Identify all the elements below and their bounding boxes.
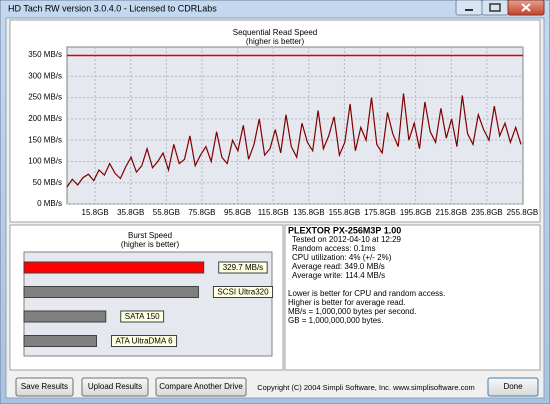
- bar-value-label: 329.7 MB/s: [223, 263, 263, 272]
- read-speed-line: [66, 93, 522, 188]
- chart-title: Sequential Read Speed: [233, 28, 318, 37]
- button-label[interactable]: Save Results: [21, 382, 68, 391]
- minimize-button[interactable]: [455, 0, 483, 16]
- info-line: Average write: 114.4 MB/s: [292, 271, 385, 280]
- info-note: Higher is better for average read.: [288, 298, 405, 307]
- button[interactable]: [487, 377, 539, 397]
- chart-subtitle: (higher is better): [121, 240, 180, 249]
- info-line: Average read: 349.0 MB/s: [292, 262, 385, 271]
- x-tick-label: 75.8GB: [188, 208, 215, 217]
- x-tick-label: 195.8GB: [400, 208, 432, 217]
- x-tick-label: 35.8GB: [117, 208, 144, 217]
- info-line: Random access: 0.1ms: [292, 244, 376, 253]
- info-note: MB/s = 1,000,000 bytes per second.: [288, 307, 416, 316]
- bar: [23, 310, 107, 323]
- close-icon: [521, 3, 531, 12]
- info-note: Lower is better for CPU and random acces…: [288, 289, 445, 298]
- y-tick-label: 200 MB/s: [28, 114, 62, 123]
- bar-label-box: [120, 310, 165, 323]
- maximize-icon: [489, 3, 501, 12]
- x-tick-label: 235.8GB: [471, 208, 503, 217]
- copyright: Copyright (C) 2004 Simpli Software, Inc.…: [257, 383, 475, 392]
- x-tick-label: 115.8GB: [258, 208, 289, 217]
- info-line: Tested on 2012-04-10 at 12:29: [292, 235, 402, 244]
- info-panel: [284, 224, 541, 371]
- y-tick-label: 350 MB/s: [28, 50, 62, 59]
- bar-label-box: [212, 286, 274, 298]
- bar-category-label: SATA 150: [125, 312, 160, 321]
- y-tick-label: 300 MB/s: [28, 71, 62, 80]
- button[interactable]: [155, 377, 247, 397]
- button-label[interactable]: Upload Results: [88, 382, 142, 391]
- info-line: CPU utilization: 4% (+/- 2%): [292, 253, 392, 262]
- bar-label-box: [218, 261, 268, 274]
- button[interactable]: [81, 377, 149, 397]
- x-tick-label: 255.8GB: [507, 208, 539, 217]
- x-tick-label: 155.8GB: [329, 208, 361, 217]
- x-tick-label: 95.8GB: [224, 208, 251, 217]
- y-tick-label: 50 MB/s: [33, 178, 62, 187]
- plot-area: [66, 46, 524, 205]
- button-label[interactable]: Compare Another Drive: [159, 382, 243, 391]
- button[interactable]: [15, 377, 74, 397]
- button-label[interactable]: Done: [503, 382, 523, 391]
- bar-label-box: [110, 335, 178, 347]
- y-tick-label: 0 MB/s: [37, 199, 62, 208]
- drive-name: PLEXTOR PX-256M3P 1.00: [288, 225, 401, 235]
- info-note: GB = 1,000,000,000 bytes.: [288, 316, 383, 325]
- chart-subtitle: (higher is better): [246, 37, 305, 46]
- bar: [23, 261, 205, 274]
- x-tick-label: 55.8GB: [153, 208, 180, 217]
- bar-category-label: SCSI Ultra320: [217, 288, 269, 297]
- x-tick-label: 135.8GB: [293, 208, 325, 217]
- maximize-button[interactable]: [481, 0, 509, 16]
- bar: [23, 286, 199, 298]
- bar: [23, 335, 97, 347]
- x-tick-label: 175.8GB: [364, 208, 396, 217]
- x-tick-label: 215.8GB: [435, 208, 467, 217]
- window-title: HD Tach RW version 3.0.4.0 - Licensed to…: [8, 3, 217, 13]
- bar-category-label: ATA UltraDMA 6: [115, 337, 173, 346]
- y-tick-label: 100 MB/s: [28, 157, 62, 166]
- y-tick-label: 150 MB/s: [28, 135, 62, 144]
- x-tick-label: 15.8GB: [82, 208, 109, 217]
- y-tick-label: 250 MB/s: [28, 93, 62, 102]
- chart-title: Burst Speed: [128, 231, 172, 240]
